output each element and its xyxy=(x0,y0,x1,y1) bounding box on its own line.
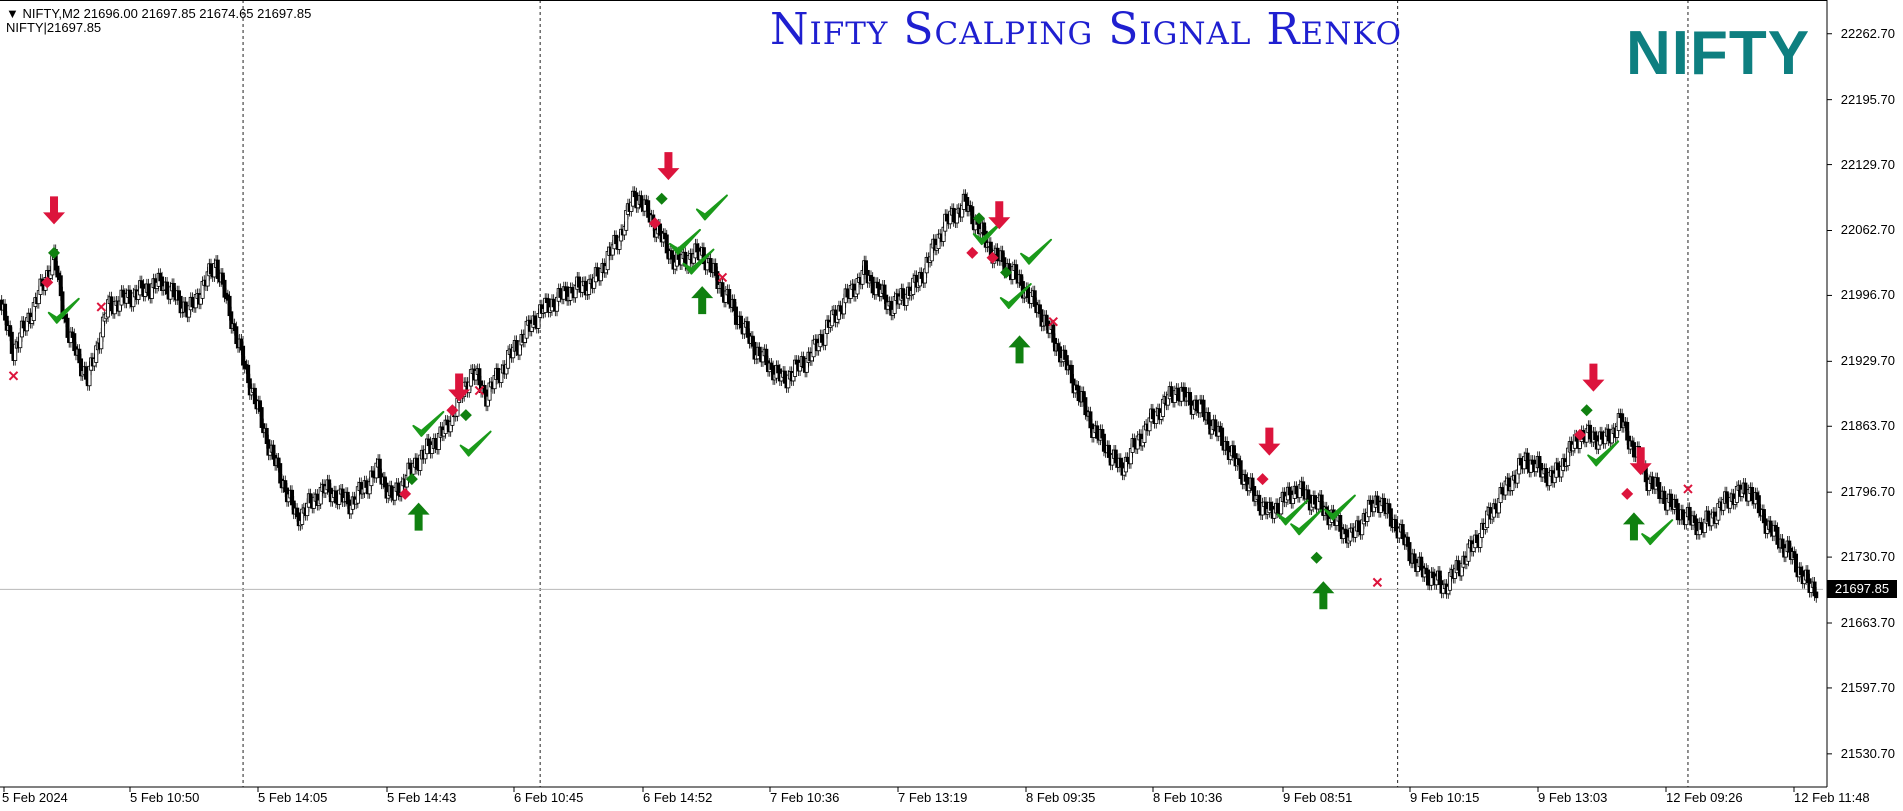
sell-signal-dot-icon xyxy=(966,246,979,259)
price-tick-label: 22262.70 xyxy=(1840,25,1895,41)
sell-arrow-icon xyxy=(448,373,471,402)
check-mark-icon xyxy=(695,194,728,221)
sell-signal-dot-icon xyxy=(446,404,459,417)
time-tick-label: 9 Feb 10:15 xyxy=(1410,790,1480,805)
exit-cross-icon xyxy=(8,371,19,381)
price-tick-label: 21863.70 xyxy=(1840,418,1895,434)
chart-title: Nifty Scalping Signal Renko xyxy=(770,4,1403,55)
brand-logo-text: NIFTY xyxy=(1626,19,1811,88)
time-tick-label: 5 Feb 10:50 xyxy=(130,790,200,805)
buy-signal-dot-icon xyxy=(1580,404,1593,417)
grid-layer xyxy=(0,0,1823,787)
time-tick-label: 6 Feb 14:52 xyxy=(643,790,713,805)
price-tick-label: 21663.70 xyxy=(1840,615,1895,630)
buy-arrow-icon xyxy=(691,286,714,315)
sell-signal-dot-icon xyxy=(648,217,661,230)
check-mark-icon xyxy=(668,228,701,255)
exit-cross-icon xyxy=(1048,316,1058,327)
check-mark-icon xyxy=(1587,440,1620,467)
sell-arrow-icon xyxy=(1258,427,1281,456)
price-tick-label: 21796.70 xyxy=(1840,484,1895,500)
buy-signal-dot-icon xyxy=(655,192,668,205)
exit-cross-icon xyxy=(1683,484,1693,494)
time-tick-label: 7 Feb 10:36 xyxy=(770,790,840,805)
sell-signal-dot-icon xyxy=(1621,487,1634,500)
price-tick-label: 22062.70 xyxy=(1840,222,1895,238)
sell-signal-dot-icon xyxy=(399,487,412,500)
sell-signal-dot-icon xyxy=(1256,473,1269,486)
buy-signal-dot-icon xyxy=(1000,266,1013,279)
sell-arrow-icon xyxy=(657,152,680,181)
buy-arrow-icon xyxy=(407,502,430,531)
buy-signal-dot-icon xyxy=(405,473,418,486)
check-mark-icon xyxy=(47,297,80,324)
check-mark-icon xyxy=(412,410,445,437)
buy-signal-dot-icon xyxy=(459,409,472,422)
buy-arrow-icon xyxy=(1008,335,1031,364)
signal-markers xyxy=(8,152,1693,610)
sell-arrow-icon xyxy=(988,201,1011,230)
buy-signal-dot-icon xyxy=(973,212,986,225)
sell-signal-dot-icon xyxy=(986,251,999,264)
sell-arrow-icon xyxy=(1582,363,1605,392)
exit-cross-icon xyxy=(717,272,728,283)
exit-cross-icon xyxy=(96,302,106,312)
check-mark-icon xyxy=(1020,238,1053,265)
symbol-info-line[interactable]: ▼ NIFTY,M2 21696.00 21697.85 21674.65 21… xyxy=(6,6,312,21)
time-tick-label: 8 Feb 10:36 xyxy=(1153,790,1223,805)
time-tick-label: 9 Feb 13:03 xyxy=(1538,790,1608,805)
check-mark-icon xyxy=(1323,494,1356,521)
time-tick-label: 5 Feb 14:05 xyxy=(258,790,328,805)
renko-bricks xyxy=(0,186,1819,603)
time-tick-label: 8 Feb 09:35 xyxy=(1026,790,1096,805)
check-mark-icon xyxy=(682,248,715,275)
price-tick-label: 21996.70 xyxy=(1840,287,1895,303)
sell-signal-dot-icon xyxy=(41,276,54,289)
sell-arrow-icon xyxy=(1629,447,1652,476)
sell-signal-dot-icon xyxy=(1573,428,1586,441)
check-mark-icon xyxy=(459,430,492,457)
renko-brick-down xyxy=(1814,591,1819,599)
sell-arrow-icon xyxy=(43,196,66,225)
price-tick-label: 22195.70 xyxy=(1840,91,1895,107)
time-tick-label: 5 Feb 14:43 xyxy=(387,790,457,805)
time-tick-label: 12 Feb 09:26 xyxy=(1666,790,1743,805)
time-tick-label: 9 Feb 08:51 xyxy=(1283,790,1353,805)
price-tick-label: 21929.70 xyxy=(1840,353,1895,369)
exit-cross-icon xyxy=(1372,577,1383,588)
time-tick-label: 5 Feb 2024 xyxy=(2,790,68,805)
check-mark-icon xyxy=(1276,499,1309,526)
exit-cross-icon xyxy=(474,385,485,396)
indicator-info-line: NIFTY|21697.85 xyxy=(6,20,102,35)
buy-signal-dot-icon xyxy=(48,246,61,259)
buy-signal-dot-icon xyxy=(1310,551,1323,564)
price-tick-label: 21597.70 xyxy=(1840,679,1895,695)
time-tick-label: 7 Feb 13:19 xyxy=(898,790,968,805)
check-mark-icon xyxy=(1290,509,1323,536)
price-tick-label: 21730.70 xyxy=(1840,549,1895,565)
time-tick-label: 12 Feb 11:48 xyxy=(1794,790,1870,805)
check-mark-icon xyxy=(999,283,1032,310)
check-mark-icon xyxy=(1641,519,1674,546)
price-tick-label: 21530.70 xyxy=(1840,745,1895,761)
last-price-tag: 21697.85 xyxy=(1827,580,1897,599)
time-tick-label: 6 Feb 10:45 xyxy=(514,790,584,805)
buy-arrow-icon xyxy=(1622,512,1645,541)
buy-arrow-icon xyxy=(1312,581,1335,610)
price-tick-label: 22129.70 xyxy=(1840,156,1895,172)
